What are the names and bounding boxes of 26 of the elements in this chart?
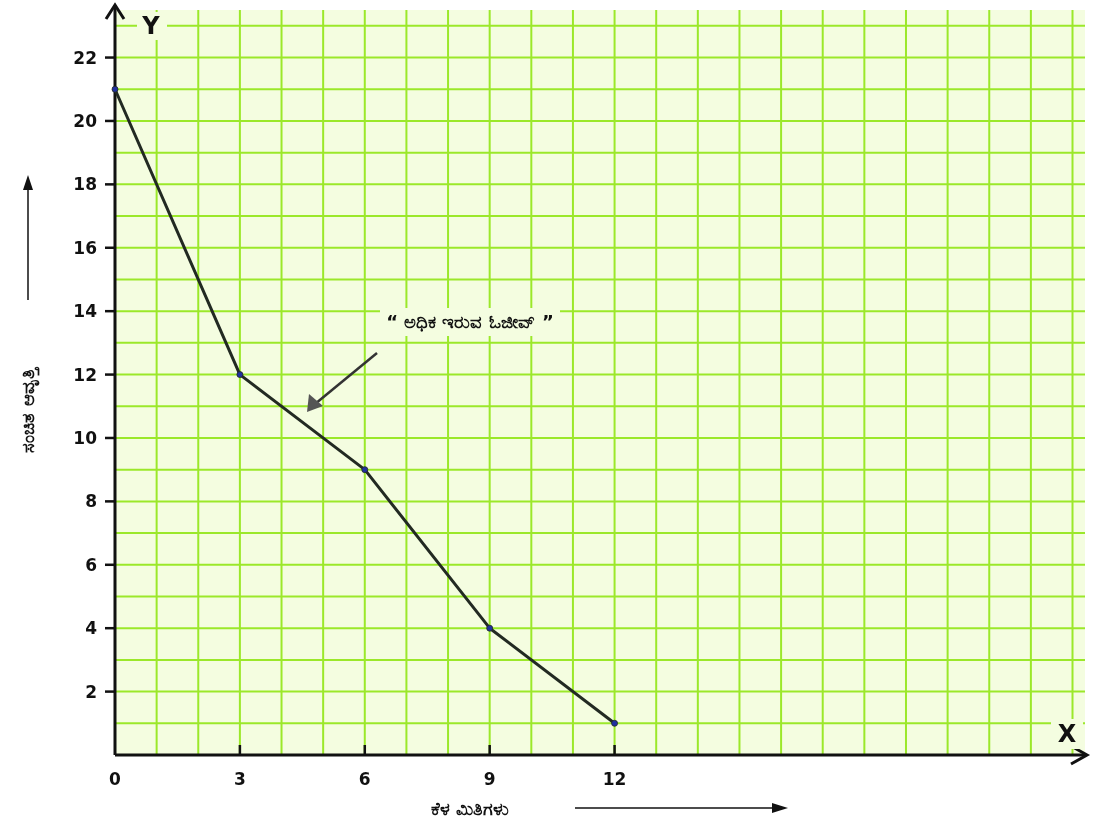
y-tick-label: 22	[73, 47, 97, 68]
x-tick-label: 12	[602, 769, 627, 789]
y-tick-label: 8	[85, 491, 97, 512]
y-tick-label: 12	[73, 364, 97, 385]
x-tick-label: 3	[233, 769, 246, 789]
y-tick-label: 20	[73, 110, 98, 131]
y-axis-title: ಸಂಚಿತ ಆವೃತ್ತಿ	[17, 366, 40, 453]
point	[361, 466, 369, 474]
y-tick-label: 6	[85, 554, 97, 575]
annotation: “ ಅಧಿಕ ಇರುವ ಓಜೀವ್ ”	[386, 311, 554, 332]
annotation: Y	[141, 12, 161, 40]
annotation: X	[1057, 720, 1077, 748]
point	[611, 719, 618, 727]
y-tick-label: 18	[73, 174, 97, 195]
x-axis-title: ಕೆಳ ಮಿತಿಗಳು	[430, 798, 510, 819]
y-tick-label: 4	[85, 618, 98, 639]
x-tick-label: 6	[358, 769, 371, 789]
point	[111, 85, 119, 93]
x-tick-label: 0	[109, 769, 122, 789]
x-tick-label: 9	[483, 769, 496, 789]
point	[236, 371, 244, 378]
y-tick-label: 16	[73, 237, 97, 258]
y-tick-label: 10	[73, 427, 98, 448]
y-tick-label: 14	[73, 301, 98, 322]
y-tick-label: 2	[85, 681, 97, 702]
point	[486, 624, 494, 632]
